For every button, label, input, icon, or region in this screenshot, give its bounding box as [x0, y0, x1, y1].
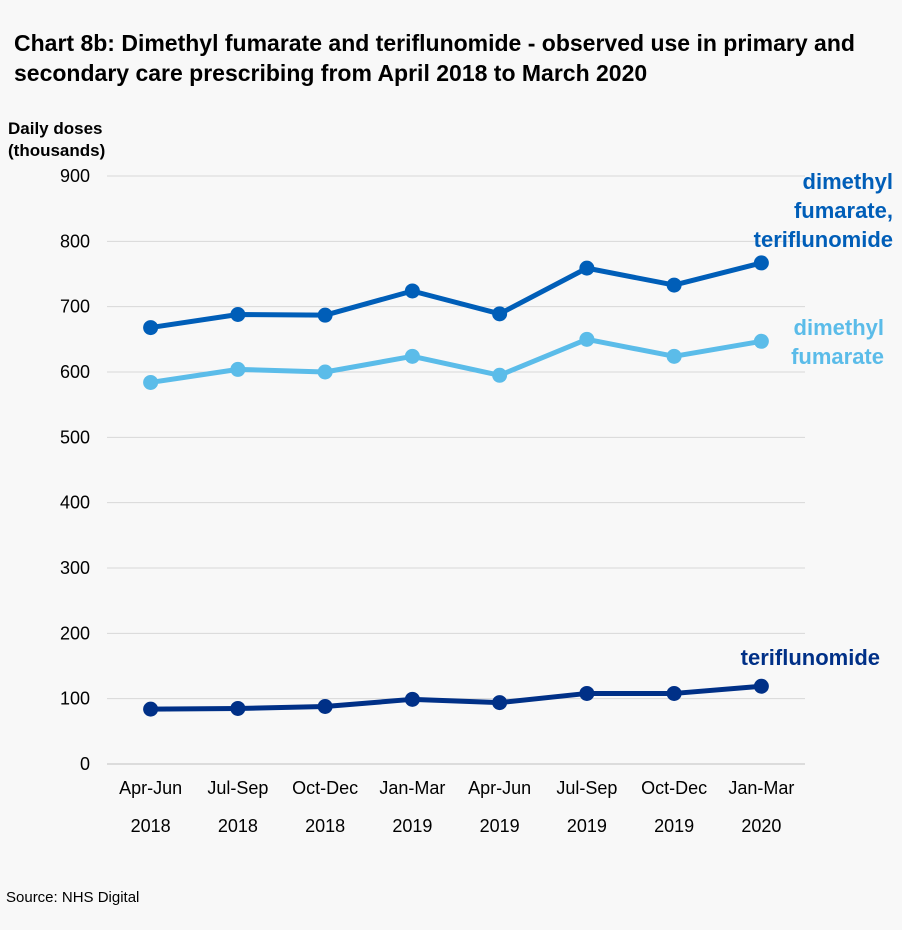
- series-label: teriflunomide: [741, 645, 880, 670]
- x-tick-label: Apr-Jun: [468, 778, 531, 798]
- x-tick-label: 2019: [392, 816, 432, 836]
- series-line: [148, 260, 764, 331]
- x-tick-label: Oct-Dec: [292, 778, 358, 798]
- data-point: [143, 701, 159, 717]
- y-tick-label: 0: [80, 754, 90, 774]
- data-point: [753, 255, 769, 271]
- x-tick-label: Oct-Dec: [641, 778, 707, 798]
- source-note: Source: NHS Digital: [6, 889, 140, 906]
- x-tick-label: 2020: [741, 816, 781, 836]
- series-line: [148, 683, 764, 712]
- y-tick-label: 800: [60, 231, 90, 251]
- data-point: [579, 260, 595, 276]
- data-point: [317, 307, 333, 323]
- data-point: [492, 367, 508, 383]
- x-axis-ticks: Apr-Jun 2018 Jul-Sep 2018 Oct-Dec 2018 Jan-Mar…: [119, 778, 794, 836]
- series-label: dimethyl: [803, 169, 893, 194]
- series-lines: [143, 255, 769, 717]
- y-tick-label: 100: [60, 689, 90, 709]
- x-tick-label: 2018: [305, 816, 345, 836]
- x-tick-label: Apr-Jun: [119, 778, 182, 798]
- data-point: [753, 333, 769, 349]
- x-tick-label: Jan-Mar: [728, 778, 794, 798]
- series-label: fumarate: [791, 344, 884, 369]
- data-point: [666, 685, 682, 701]
- series-labels: dimethyl fumarate, teriflunomide dimethyl fu…: [741, 169, 893, 670]
- y-tick-label: 300: [60, 558, 90, 578]
- x-tick-label: Jul-Sep: [207, 778, 268, 798]
- data-point: [753, 678, 769, 694]
- data-point: [317, 364, 333, 380]
- data-point: [317, 699, 333, 715]
- data-point: [666, 277, 682, 293]
- data-point: [579, 331, 595, 347]
- data-point: [404, 691, 420, 707]
- data-point: [492, 306, 508, 322]
- x-tick-label: Jul-Sep: [556, 778, 617, 798]
- data-point: [230, 307, 246, 323]
- data-point: [230, 361, 246, 377]
- chart-title: Chart 8b: Dimethyl fumarate and teriflun…: [14, 30, 855, 86]
- gridlines: [107, 175, 805, 765]
- data-point: [143, 320, 159, 336]
- series-label: dimethyl: [794, 315, 884, 340]
- y-tick-label: 600: [60, 362, 90, 382]
- x-tick-label: 2018: [218, 816, 258, 836]
- y-tick-label: 700: [60, 297, 90, 317]
- series-line: [148, 336, 764, 385]
- x-tick-label: 2019: [654, 816, 694, 836]
- data-point: [579, 685, 595, 701]
- data-point: [404, 283, 420, 299]
- x-tick-label: 2019: [480, 816, 520, 836]
- y-axis-ticks: 0 100 200 300 400 500 600 700 800 900: [60, 166, 90, 774]
- y-axis-label: Daily doses (thousands): [8, 119, 106, 160]
- y-tick-label: 400: [60, 493, 90, 513]
- y-tick-label: 900: [60, 166, 90, 186]
- series-label: fumarate,: [794, 198, 893, 223]
- series-label: teriflunomide: [754, 227, 893, 252]
- data-point: [492, 695, 508, 711]
- data-point: [230, 700, 246, 716]
- data-point: [666, 348, 682, 364]
- x-tick-label: 2019: [567, 816, 607, 836]
- y-tick-label: 500: [60, 427, 90, 447]
- x-tick-label: 2018: [131, 816, 171, 836]
- x-tick-label: Jan-Mar: [379, 778, 445, 798]
- data-point: [404, 348, 420, 364]
- y-tick-label: 200: [60, 623, 90, 643]
- data-point: [143, 374, 159, 390]
